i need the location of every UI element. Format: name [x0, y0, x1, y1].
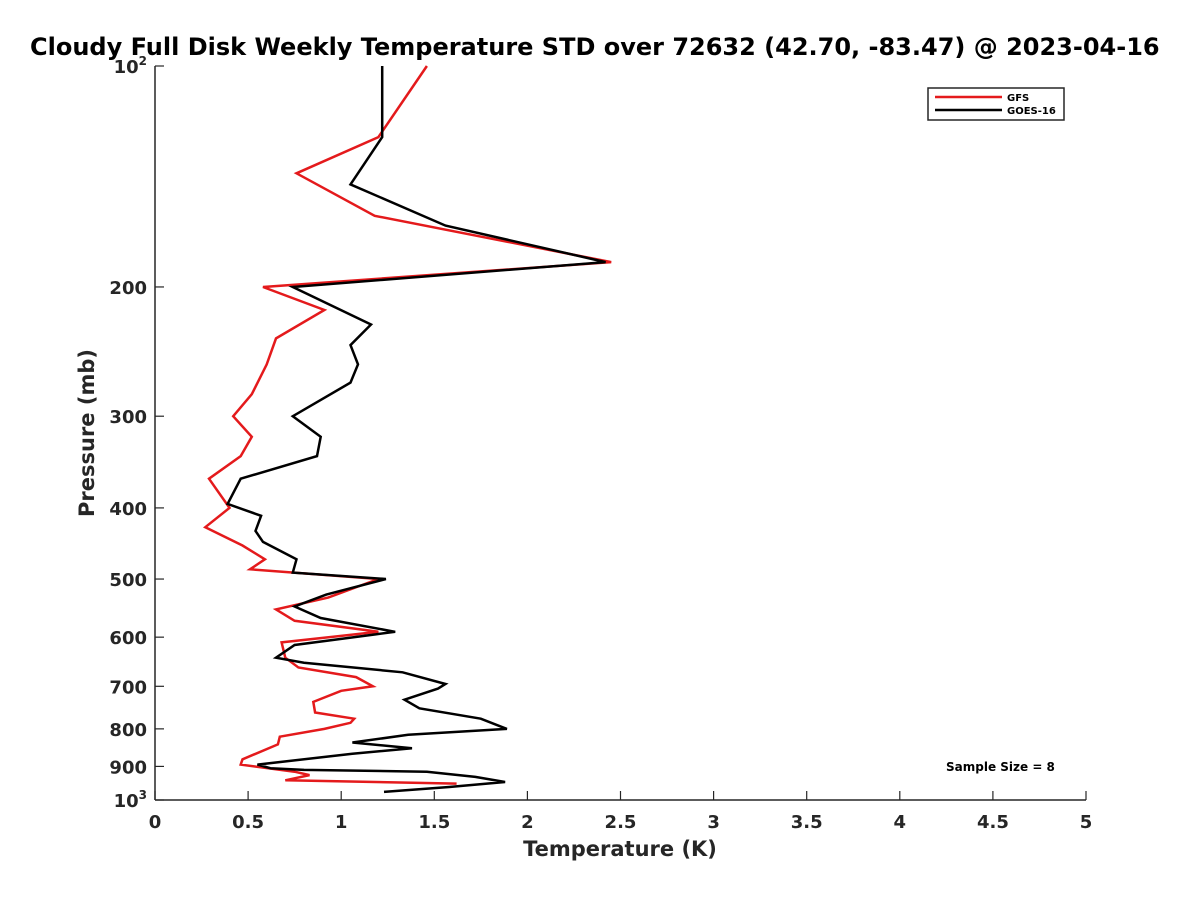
x-tick-label: 3.5	[791, 812, 823, 833]
series-lines	[202, 65, 612, 794]
y-tick-label: 102	[114, 54, 147, 78]
x-tick-label: 0.5	[232, 812, 264, 833]
x-tick-label: 4.5	[977, 812, 1009, 833]
y-tick-label: 700	[109, 677, 147, 698]
x-tick-label: 2	[521, 812, 534, 833]
sample-size-annotation: Sample Size = 8	[946, 760, 1055, 774]
y-tick-label: 500	[109, 570, 147, 591]
y-tick-label: 400	[109, 499, 147, 520]
y-tick-label: 200	[109, 278, 147, 299]
x-tick-label: 1	[335, 812, 348, 833]
x-tick-label: 0	[149, 812, 162, 833]
x-ticks: 0 0.5 1 1.5 2 2.5 3 3.5 4 4.5 5	[149, 791, 1093, 833]
y-ticks: 102 200 300 400 500 600 700 800 900 103	[109, 54, 164, 812]
y-tick-label: 600	[109, 628, 147, 649]
y-tick-label: 800	[109, 720, 147, 741]
plot-area: 0 0.5 1 1.5 2 2.5 3 3.5 4 4.5 5 102 200 300 400 500 600…	[109, 54, 1092, 833]
legend-label-gfs: GFS	[1007, 93, 1029, 104]
legend-label-goes16: GOES-16	[1007, 106, 1056, 117]
y-tick-label: 103	[114, 788, 147, 812]
x-axis-label: Temperature (K)	[523, 837, 717, 861]
y-tick-label: 300	[109, 407, 147, 428]
x-tick-label: 3	[707, 812, 720, 833]
chart-title: Cloudy Full Disk Weekly Temperature STD …	[30, 33, 1160, 61]
series-line-gfs	[202, 65, 612, 785]
series-line-goes-16	[225, 66, 606, 794]
y-axis-label: Pressure (mb)	[75, 349, 99, 517]
y-tick-label: 900	[109, 757, 147, 778]
x-tick-label: 2.5	[605, 812, 637, 833]
x-tick-label: 1.5	[418, 812, 450, 833]
x-tick-label: 4	[894, 812, 907, 833]
legend[interactable]: GFS GOES-16	[927, 87, 1065, 121]
x-tick-label: 5	[1080, 812, 1093, 833]
legend-box	[927, 87, 1065, 121]
